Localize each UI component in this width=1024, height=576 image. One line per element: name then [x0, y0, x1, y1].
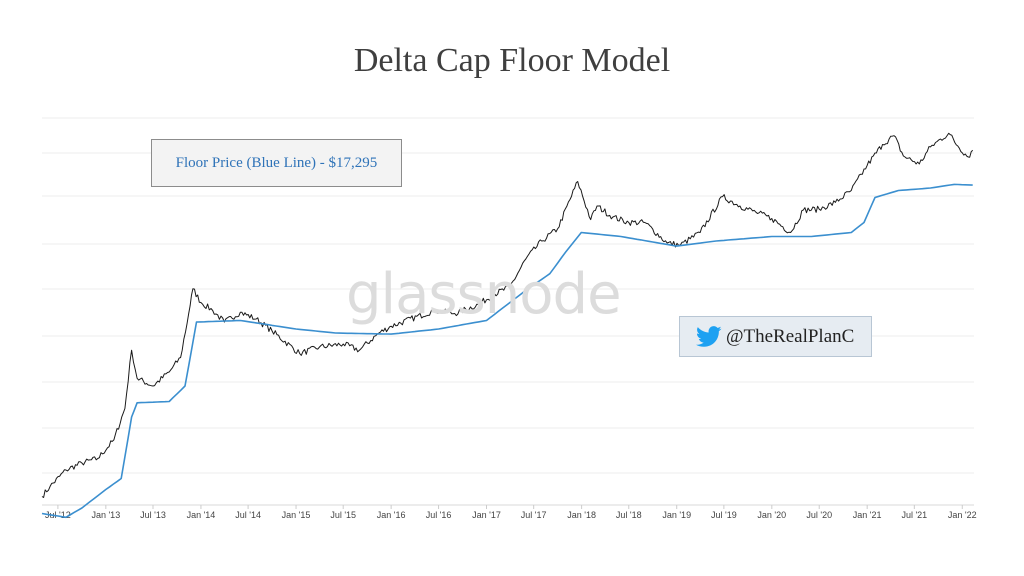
x-tick-label: Jan '18	[567, 510, 596, 520]
x-tick-label: Jul '19	[711, 510, 737, 520]
x-tick-label: Jul '13	[140, 510, 166, 520]
gridlines	[42, 117, 974, 506]
chart-title: Delta Cap Floor Model	[353, 42, 671, 79]
x-tick-label: Jul '12	[45, 510, 71, 520]
x-tick-label: Jul '14	[235, 510, 261, 520]
x-tick-label: Jul '18	[616, 510, 642, 520]
price-series-line	[41, 132, 974, 498]
floor-price-annotation: Floor Price (Blue Line) - $17,295	[151, 139, 402, 187]
x-tick-label: Jan '14	[187, 510, 216, 520]
x-tick-label: Jan '17	[472, 510, 501, 520]
x-tick-label: Jan '13	[91, 510, 120, 520]
x-tick-label: Jan '16	[377, 510, 406, 520]
attribution-badge: @TheRealPlanC	[679, 316, 872, 357]
x-tick-label: Jul '20	[806, 510, 832, 520]
series-group	[41, 132, 974, 519]
floor-price-series-line	[41, 183, 973, 519]
x-tick-label: Jul '15	[330, 510, 356, 520]
x-tick-label: Jul '17	[521, 510, 547, 520]
twitter-handle: @TheRealPlanC	[726, 325, 855, 347]
watermark: glassnode	[346, 262, 622, 327]
x-tick-label: Jan '20	[757, 510, 786, 520]
x-tick-label: Jan '15	[282, 510, 311, 520]
x-axis: Jul '12 Jan '13 Jul '13 Jan '14 Jul '14 Jan '…	[45, 505, 977, 520]
floor-price-label: Floor Price (Blue Line) - $17,295	[175, 154, 378, 171]
x-tick-label: Jan '19	[662, 510, 691, 520]
x-tick-label: Jan '21	[853, 510, 882, 520]
x-tick-label: Jul '16	[426, 510, 452, 520]
x-tick-label: Jul '21	[901, 510, 927, 520]
x-tick-label: Jan '22	[948, 510, 977, 520]
twitter-bird-icon	[696, 325, 722, 347]
